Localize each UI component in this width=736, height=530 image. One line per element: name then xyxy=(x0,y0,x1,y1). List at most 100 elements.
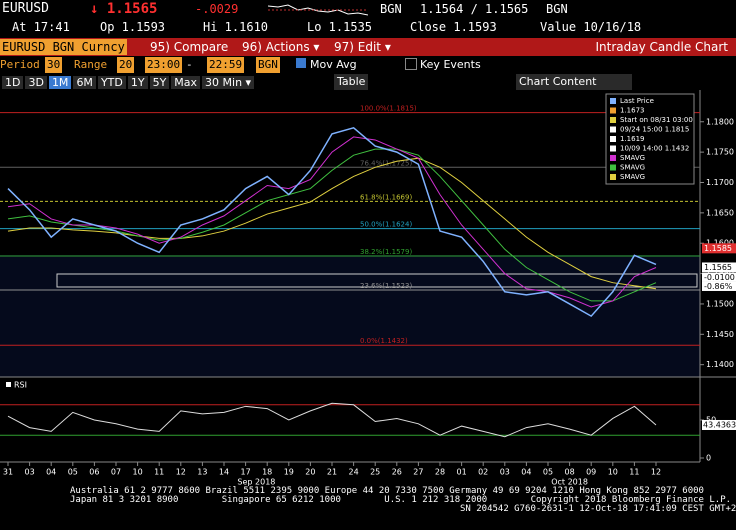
fib-label: 50.0%(1.1624) xyxy=(360,221,412,229)
x-tick-label: 01 xyxy=(457,468,467,477)
rsi-tag-label: 43.4363 xyxy=(703,420,736,429)
range-button[interactable]: 1Y xyxy=(127,76,148,89)
x-tick-label: 19 xyxy=(284,468,294,477)
chart-content-button[interactable]: Chart Content xyxy=(516,74,632,90)
change-tag xyxy=(702,281,736,291)
range-button[interactable]: 3D xyxy=(25,76,47,89)
dash: - xyxy=(186,58,193,71)
edit-button[interactable]: 97) Edit ▾ xyxy=(334,40,391,54)
x-tick-label: 27 xyxy=(413,468,423,477)
month-label: Sep 2018 xyxy=(237,478,275,487)
price-tag xyxy=(702,243,736,254)
y-tick-label: 1.1500 xyxy=(706,299,734,308)
range-button[interactable]: 1M xyxy=(48,76,72,89)
x-tick-label: 09 xyxy=(586,468,596,477)
footer: SN 204542 G760-2631-1 12-Oct-18 17:41:09… xyxy=(460,504,736,514)
x-tick-label: 18 xyxy=(262,468,272,477)
period-label: Period xyxy=(0,58,40,71)
open: Op 1.1593 xyxy=(100,20,166,34)
legend-swatch xyxy=(610,164,616,171)
x-tick-label: 17 xyxy=(241,468,251,477)
range-button[interactable]: Max xyxy=(171,76,201,89)
x-tick-label: 21 xyxy=(327,468,337,477)
ticker: EURUSD xyxy=(2,1,49,16)
range-button[interactable]: 30 Min ▾ xyxy=(202,76,255,89)
x-tick-label: 26 xyxy=(392,468,402,477)
legend-swatch xyxy=(610,174,616,180)
close: Close 1.1593 xyxy=(410,20,497,34)
y-tick-label: 1.1750 xyxy=(706,148,734,157)
bid-ask: 1.1564 / 1.1565 xyxy=(420,2,529,16)
legend-label: 1.1673 xyxy=(620,107,645,115)
chart-type: Intraday Candle Chart xyxy=(595,40,729,54)
x-tick-label: 02 xyxy=(478,468,488,477)
price-tag xyxy=(702,262,736,273)
legend-label: Last Price xyxy=(620,97,654,105)
x-tick-label: 24 xyxy=(349,468,359,477)
y-tick-label: 1.1400 xyxy=(706,360,734,369)
y-tick-label: 1.1650 xyxy=(706,208,734,217)
rsi-line xyxy=(7,402,657,438)
legend-label: SMAVG xyxy=(620,164,645,172)
x-tick-label: 08 xyxy=(565,468,575,477)
x-tick-label: 05 xyxy=(68,468,78,477)
y-tick-label: 0 xyxy=(706,454,711,463)
legend-swatch xyxy=(610,136,616,142)
value-date: Value 10/16/18 xyxy=(540,20,642,34)
x-tick-label: 14 xyxy=(219,468,229,477)
legend-swatch xyxy=(610,107,616,114)
sparkline xyxy=(268,4,368,16)
legend-label: SMAVG xyxy=(620,154,645,162)
price-line xyxy=(7,127,657,318)
rsi-swatch xyxy=(6,382,11,387)
range-box xyxy=(56,273,698,288)
change-tag xyxy=(702,272,736,282)
x-tick-label: 20 xyxy=(305,468,315,477)
plot-bg-lower xyxy=(0,255,700,377)
checkbox[interactable] xyxy=(405,58,417,70)
actions-button[interactable]: 96) Actions ▾ xyxy=(242,40,320,54)
range-button[interactable]: 6M xyxy=(73,76,96,89)
x-tick-label: 04 xyxy=(521,468,531,477)
legend-box xyxy=(605,93,695,185)
key-events[interactable]: Key Events xyxy=(420,58,481,71)
table-button[interactable]: Table xyxy=(334,74,369,90)
range-label: Range xyxy=(74,58,108,71)
source: BGN xyxy=(546,2,568,16)
fib-label: 100.0%(1.1815) xyxy=(360,105,417,113)
rsi-tag xyxy=(702,419,736,430)
compare-button[interactable]: 95) Compare xyxy=(150,40,229,54)
x-tick-label: 05 xyxy=(543,468,553,477)
fib-label: 0.0%(1.1432) xyxy=(360,337,408,345)
sma-line xyxy=(7,157,657,290)
x-tick-label: 12 xyxy=(176,468,186,477)
mov-avg[interactable]: Mov Avg xyxy=(310,58,357,71)
range-button[interactable]: 5Y xyxy=(149,76,170,89)
to-time[interactable]: 22:59 xyxy=(207,57,245,73)
range[interactable]: 20 xyxy=(117,57,135,73)
x-tick-label: 10 xyxy=(133,468,143,477)
legend-label: 09/24 15:00 1.1815 xyxy=(620,126,689,134)
y-tick-label: 1.1600 xyxy=(706,239,734,248)
fib-label: 76.4%(1.1725) xyxy=(360,159,412,167)
from-time[interactable]: 23:00 xyxy=(145,57,183,73)
x-tick-label: 12 xyxy=(651,468,661,477)
time: At 17:41 xyxy=(12,20,70,34)
security[interactable]: EURUSD BGN Curncy xyxy=(0,39,127,55)
x-tick-label: 31 xyxy=(3,468,13,477)
source: BGN xyxy=(380,2,402,16)
x-tick-label: 04 xyxy=(46,468,56,477)
price-tag-label: 1.1585 xyxy=(704,244,732,253)
period[interactable]: 30 xyxy=(45,57,63,73)
range-button[interactable]: YTD xyxy=(97,76,126,89)
change-tag-label: -0.0100 xyxy=(704,273,735,282)
range-button[interactable]: 1D xyxy=(2,76,24,89)
x-tick-label: 13 xyxy=(197,468,207,477)
legend-swatch xyxy=(610,117,616,123)
source[interactable]: BGN xyxy=(256,57,280,73)
legend-label: Start on 08/31 03:00 xyxy=(620,116,693,124)
high: Hi 1.1610 xyxy=(203,20,269,34)
checkbox[interactable] xyxy=(296,58,306,68)
x-tick-label: 06 xyxy=(89,468,99,477)
